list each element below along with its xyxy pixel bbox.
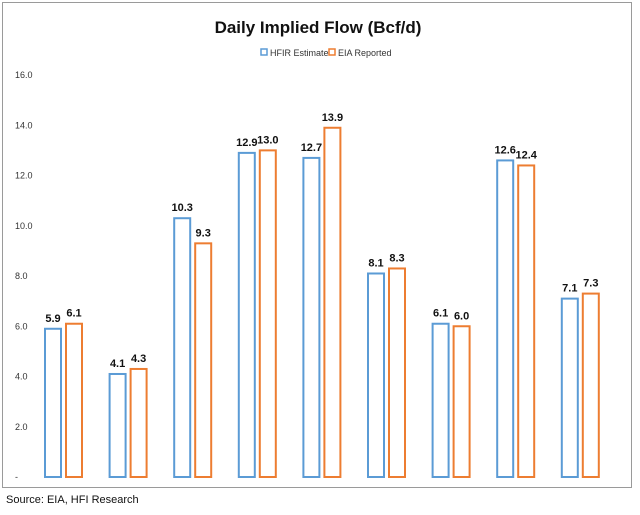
data-label: 13.9: [322, 112, 343, 124]
data-label: 5.9: [45, 313, 60, 325]
data-label: 12.9: [236, 137, 257, 149]
bar-hfir-5: [367, 272, 385, 478]
data-label: 4.3: [131, 353, 146, 365]
bar-hfir-7: [496, 159, 515, 479]
legend: HFIR Estimate EIA Reported: [260, 48, 392, 58]
bars: [44, 126, 600, 479]
bar-eia-2: [194, 242, 213, 478]
data-label: 9.3: [196, 227, 211, 239]
y-tick-label: 4.0: [15, 372, 28, 382]
y-tick-label: 8.0: [15, 271, 28, 281]
bar-hfir-0: [44, 327, 62, 479]
bar-eia-3: [258, 149, 277, 478]
data-label: 8.3: [389, 252, 404, 264]
data-label: 6.1: [66, 308, 81, 320]
source-note: Source: EIA, HFI Research: [6, 494, 139, 506]
bar-eia-7: [517, 164, 536, 478]
legend-swatch-1: [328, 48, 336, 56]
y-axis: - 2.0 4.0 6.0 8.0 10.0 12.0 14.0 16.0: [15, 70, 33, 482]
data-label: 7.3: [583, 278, 598, 290]
chart-frame: Daily Implied Flow (Bcf/d) HFIR Estimate…: [2, 2, 632, 488]
data-labels: 5.9 6.1 4.1 4.3 10.3 9.3 12.9 13.0 12.7 13.9 8.1 8.…: [45, 112, 598, 370]
y-tick-label: 2.0: [15, 422, 28, 432]
bar-eia-5: [388, 267, 406, 478]
y-tick-label: 12.0: [15, 171, 33, 181]
data-label: 13.0: [257, 134, 278, 146]
data-label: 12.7: [301, 142, 322, 154]
bar-hfir-8: [560, 297, 579, 478]
data-label: 6.1: [433, 308, 448, 320]
data-label: 7.1: [562, 283, 577, 295]
legend-swatch-0: [260, 48, 268, 56]
bar-eia-8: [581, 292, 600, 478]
bar-eia-1: [129, 367, 148, 478]
data-label: 12.6: [494, 144, 515, 156]
bar-hfir-2: [173, 217, 192, 478]
y-tick-label: 6.0: [15, 321, 28, 331]
legend-label-1: EIA Reported: [338, 48, 392, 58]
data-label: 8.1: [368, 257, 383, 269]
bar-chart: Daily Implied Flow (Bcf/d) HFIR Estimate…: [15, 18, 600, 482]
bar-eia-0: [65, 322, 83, 478]
legend-label-0: HFIR Estimate: [270, 48, 329, 58]
data-label: 10.3: [171, 202, 192, 214]
y-tick-label: 14.0: [15, 120, 33, 130]
bar-eia-4: [323, 126, 342, 478]
bar-hfir-1: [108, 372, 127, 478]
y-tick-label: -: [15, 472, 18, 482]
bar-eia-6: [452, 325, 471, 478]
bar-hfir-6: [431, 322, 450, 478]
chart-title: Daily Implied Flow (Bcf/d): [215, 18, 422, 37]
bar-hfir-4: [302, 156, 321, 478]
data-label: 4.1: [110, 358, 125, 370]
y-tick-label: 10.0: [15, 221, 33, 231]
data-label: 12.4: [515, 149, 537, 161]
bar-hfir-3: [237, 151, 256, 478]
data-label: 6.0: [454, 310, 469, 322]
y-tick-label: 16.0: [15, 70, 33, 80]
